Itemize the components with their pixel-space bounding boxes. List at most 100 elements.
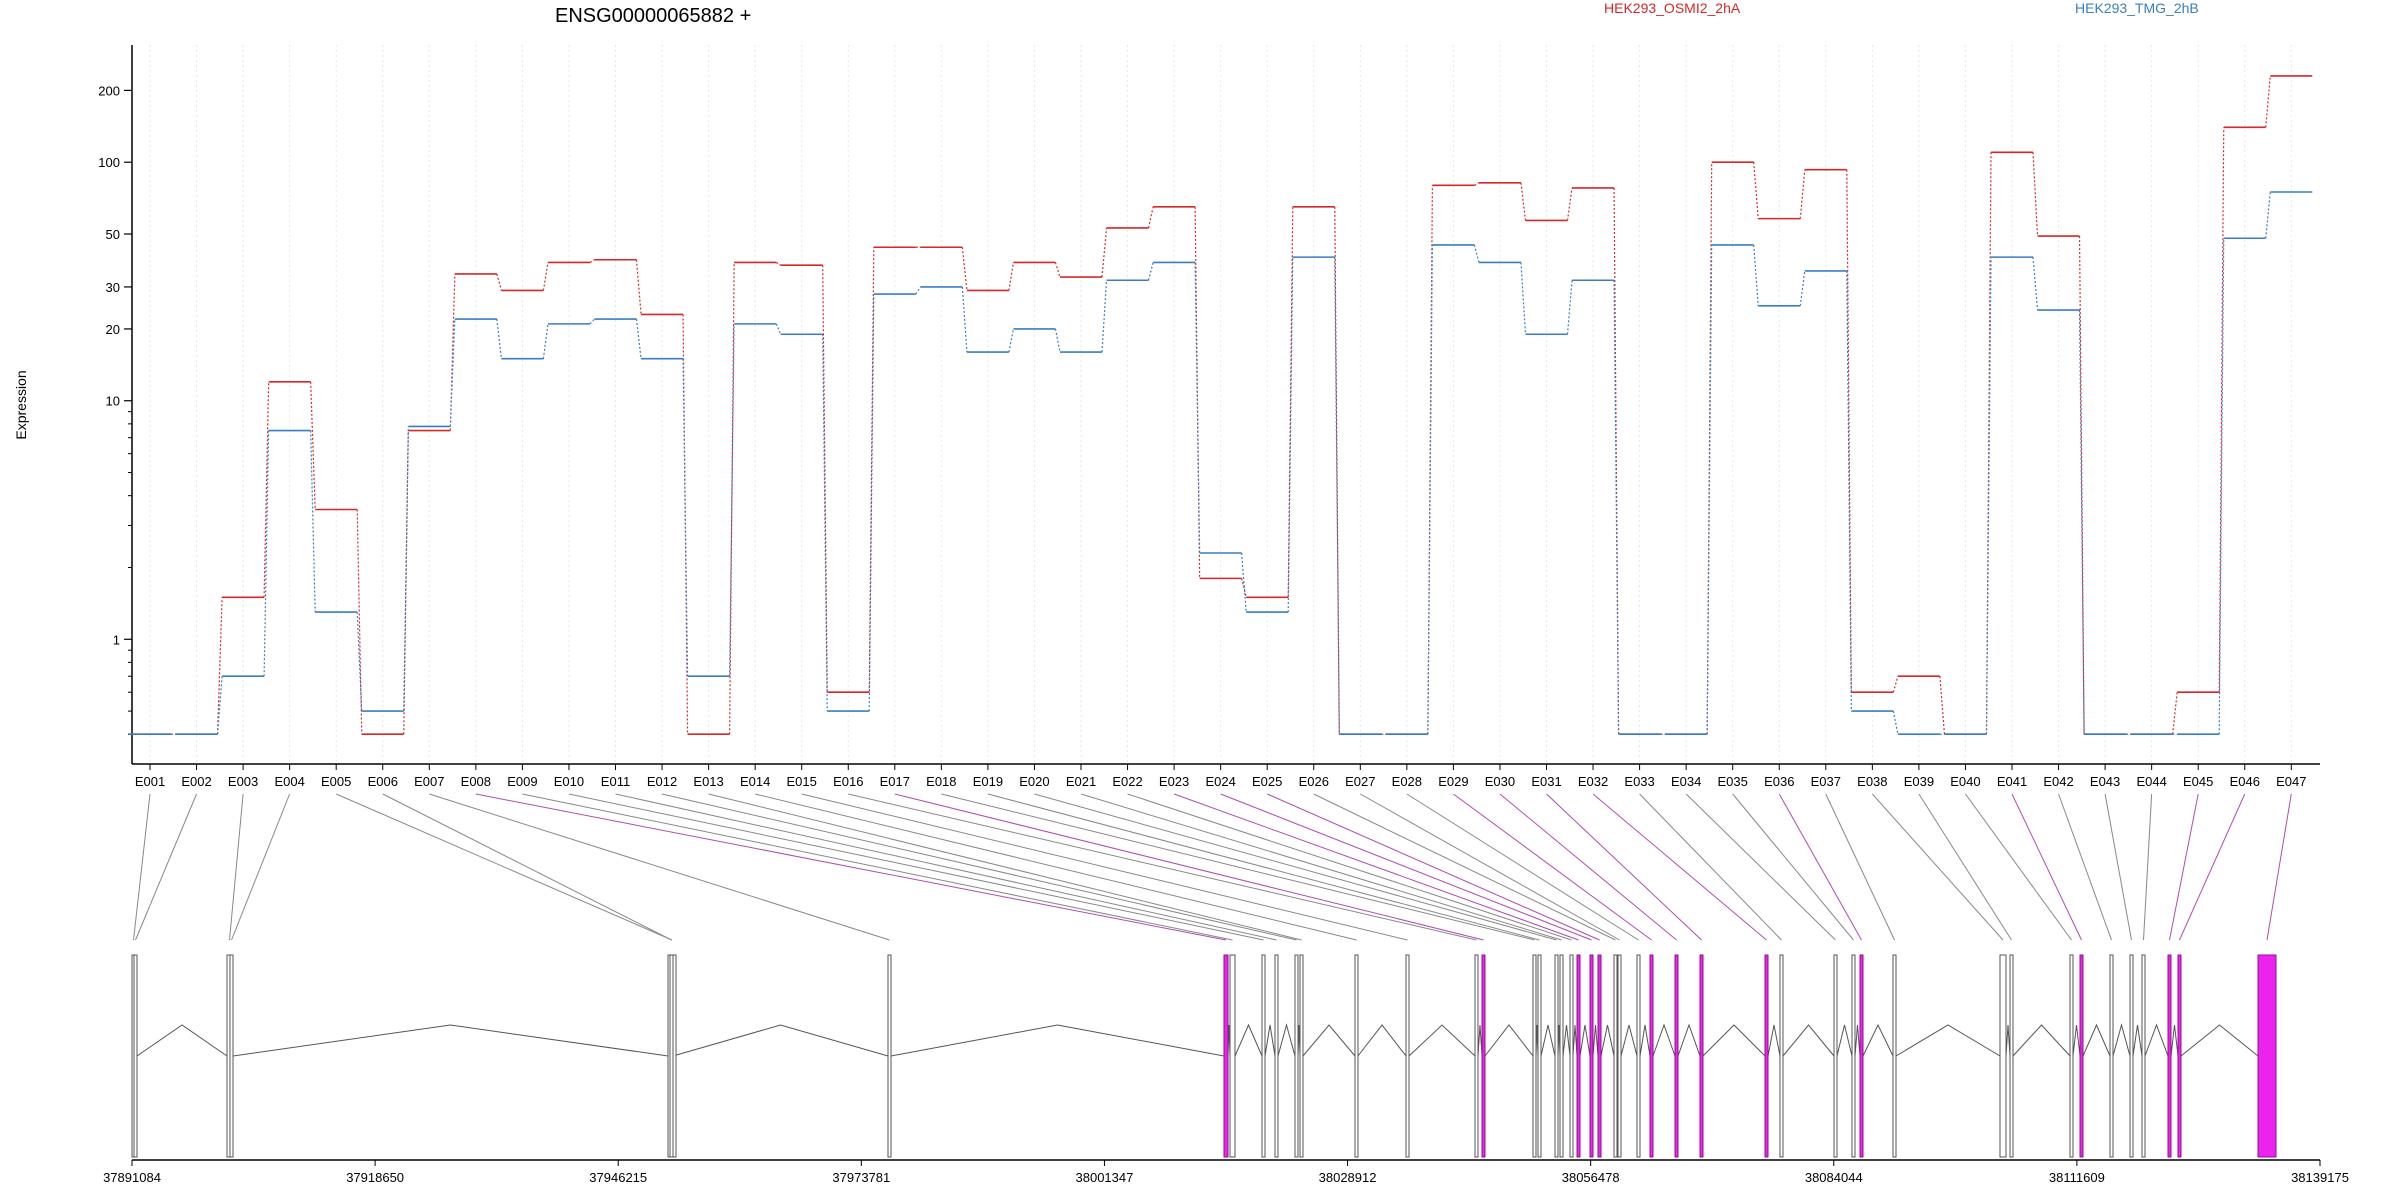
series-riser: [263, 381, 270, 598]
exon-box: [2069, 954, 2074, 1158]
series-riser: [1846, 169, 1852, 693]
series-riser: [1194, 262, 1201, 554]
intron-line: [2112, 1023, 2131, 1057]
intron-line: [1652, 1023, 1676, 1057]
exon-box: [1589, 954, 1594, 1158]
intron-line: [1264, 1024, 1276, 1057]
exon-box: [1474, 954, 1479, 1158]
series-riser: [1566, 187, 1573, 221]
x-tick-label: E009: [507, 774, 537, 789]
connector-line: [1685, 793, 1836, 941]
series-riser: [2078, 310, 2085, 735]
exon-box: [2109, 954, 2114, 1158]
intron-line: [2132, 1024, 2143, 1057]
series-riser: [1706, 162, 1713, 735]
connector-line: [2058, 793, 2112, 941]
connector-line: [1034, 793, 1557, 941]
intron-line: [1782, 1024, 1835, 1057]
series-riser: [1566, 280, 1573, 335]
series-riser: [1892, 676, 1899, 693]
connector-line: [1080, 793, 1562, 941]
series-b: [129, 191, 2313, 735]
connector-line: [1499, 793, 1677, 941]
chart-title: ENSG00000065882 +: [555, 5, 751, 27]
series-riser: [1473, 244, 1480, 263]
connector-line: [1918, 793, 2012, 941]
coord-tick-label: 38111609: [2049, 1170, 2105, 1185]
exon-box: [1617, 954, 1622, 1158]
connector-line: [429, 793, 890, 941]
x-tick-label: E042: [2043, 774, 2073, 789]
x-tick-label: E020: [1019, 774, 1049, 789]
intron-line: [1862, 1023, 1894, 1057]
connector-line: [801, 793, 1408, 941]
intron-line: [1677, 1023, 1701, 1057]
coord-tick-label: 37973781: [832, 1170, 890, 1185]
series-riser: [1799, 270, 1806, 306]
x-tick-label: E028: [1392, 774, 1422, 789]
connector-line: [987, 793, 1540, 941]
exon-box: [1999, 954, 2007, 1158]
series-riser: [356, 612, 363, 712]
x-tick-label: E030: [1485, 774, 1515, 789]
intron-line: [2180, 1024, 2259, 1057]
exon-box: [1649, 954, 1654, 1158]
x-tick-label: E014: [740, 774, 770, 789]
y-tick-label: 100: [98, 155, 120, 170]
connector-line: [894, 793, 1484, 941]
x-tick-label: E033: [1624, 774, 1654, 789]
series-riser: [496, 273, 502, 291]
x-tick-label: E018: [926, 774, 956, 789]
intron-line: [1600, 1024, 1615, 1057]
exon-box: [1569, 954, 1574, 1158]
x-tick-label: E025: [1252, 774, 1282, 789]
y-tick-label: 30: [106, 280, 120, 295]
series-riser: [1241, 578, 1247, 598]
exon-box: [1892, 954, 1897, 1158]
x-tick-label: E040: [1950, 774, 1980, 789]
exon-box: [1859, 954, 1864, 1158]
y-axis: 1 10 20 30 50 100 200: [98, 45, 133, 764]
x-tick-label: E015: [787, 774, 817, 789]
intron-line: [1836, 1024, 1853, 1057]
series-riser: [403, 426, 409, 712]
connector-line: [522, 793, 1233, 941]
gene-model: [131, 954, 2277, 1158]
intron-line: [1854, 1024, 1861, 1057]
exon-box: [1229, 954, 1236, 1158]
intron-line: [232, 1024, 669, 1057]
y-tick-label: 200: [98, 83, 120, 98]
series-riser: [1427, 185, 1434, 735]
series-riser: [310, 381, 316, 510]
intron-line: [2072, 1024, 2081, 1057]
intron-line: [1572, 1024, 1578, 1057]
exon-box: [133, 954, 138, 1158]
x-tick-label: E021: [1066, 774, 1096, 789]
series-riser: [1799, 169, 1806, 219]
series-riser: [1474, 182, 1480, 186]
series-riser: [868, 294, 875, 712]
intron-line: [1895, 1024, 2001, 1057]
series-riser: [961, 286, 968, 353]
series-riser: [216, 676, 223, 735]
x-tick-label: E043: [2090, 774, 2120, 789]
series-riser: [1985, 257, 1992, 735]
series-riser: [1334, 257, 1340, 735]
x-tick-label: E016: [833, 774, 863, 789]
connector-line: [2179, 793, 2246, 941]
exon-box: [1764, 954, 1769, 1158]
connector-line: [229, 793, 244, 941]
exon-box: [1405, 954, 1410, 1158]
series-riser: [2032, 152, 2039, 237]
series-riser: [729, 323, 735, 677]
series-riser: [822, 334, 828, 712]
legend-series-a: HEK293_OSMI2_2hA: [1604, 0, 1741, 16]
intron-line: [890, 1024, 1225, 1057]
connector-line: [661, 793, 1297, 941]
x-tick-label: E008: [461, 774, 491, 789]
series-riser: [915, 286, 921, 295]
x-tick-label: E027: [1345, 774, 1375, 789]
connector-line: [848, 793, 1477, 941]
y-tick-label: 20: [106, 322, 120, 337]
